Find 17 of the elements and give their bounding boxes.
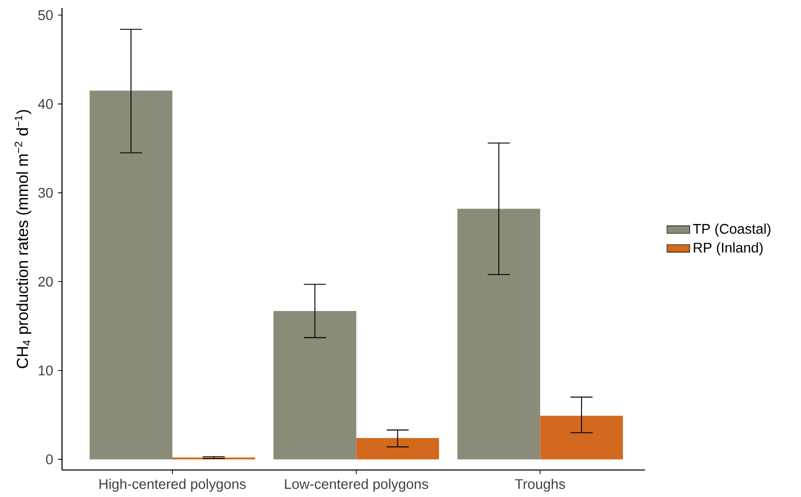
bar [90, 90, 172, 460]
legend-label: RP (Inland) [694, 242, 763, 256]
legend-label: TP (Coastal) [693, 224, 770, 237]
y-tick-label: 0 [46, 454, 53, 464]
y-tick-label: 50 [38, 10, 53, 20]
y-axis-title: CH$_{4}$ production rates (mmol m$^{−2}$ d$^{−1}$) [14, 110, 32, 368]
bar [540, 416, 623, 460]
x-tick-label: High-centered polygons [100, 478, 246, 492]
x-tick-label: Low-centered polygons [285, 478, 428, 492]
bar [274, 310, 356, 460]
y-tick-label: 40 [38, 99, 53, 109]
y-tick-label: 30 [38, 188, 53, 198]
x-tick-label: Troughs [515, 478, 566, 492]
bar [457, 208, 540, 460]
y-tick-label: 20 [38, 276, 53, 287]
bar [356, 438, 440, 460]
y-tick-label: 10 [38, 366, 53, 376]
